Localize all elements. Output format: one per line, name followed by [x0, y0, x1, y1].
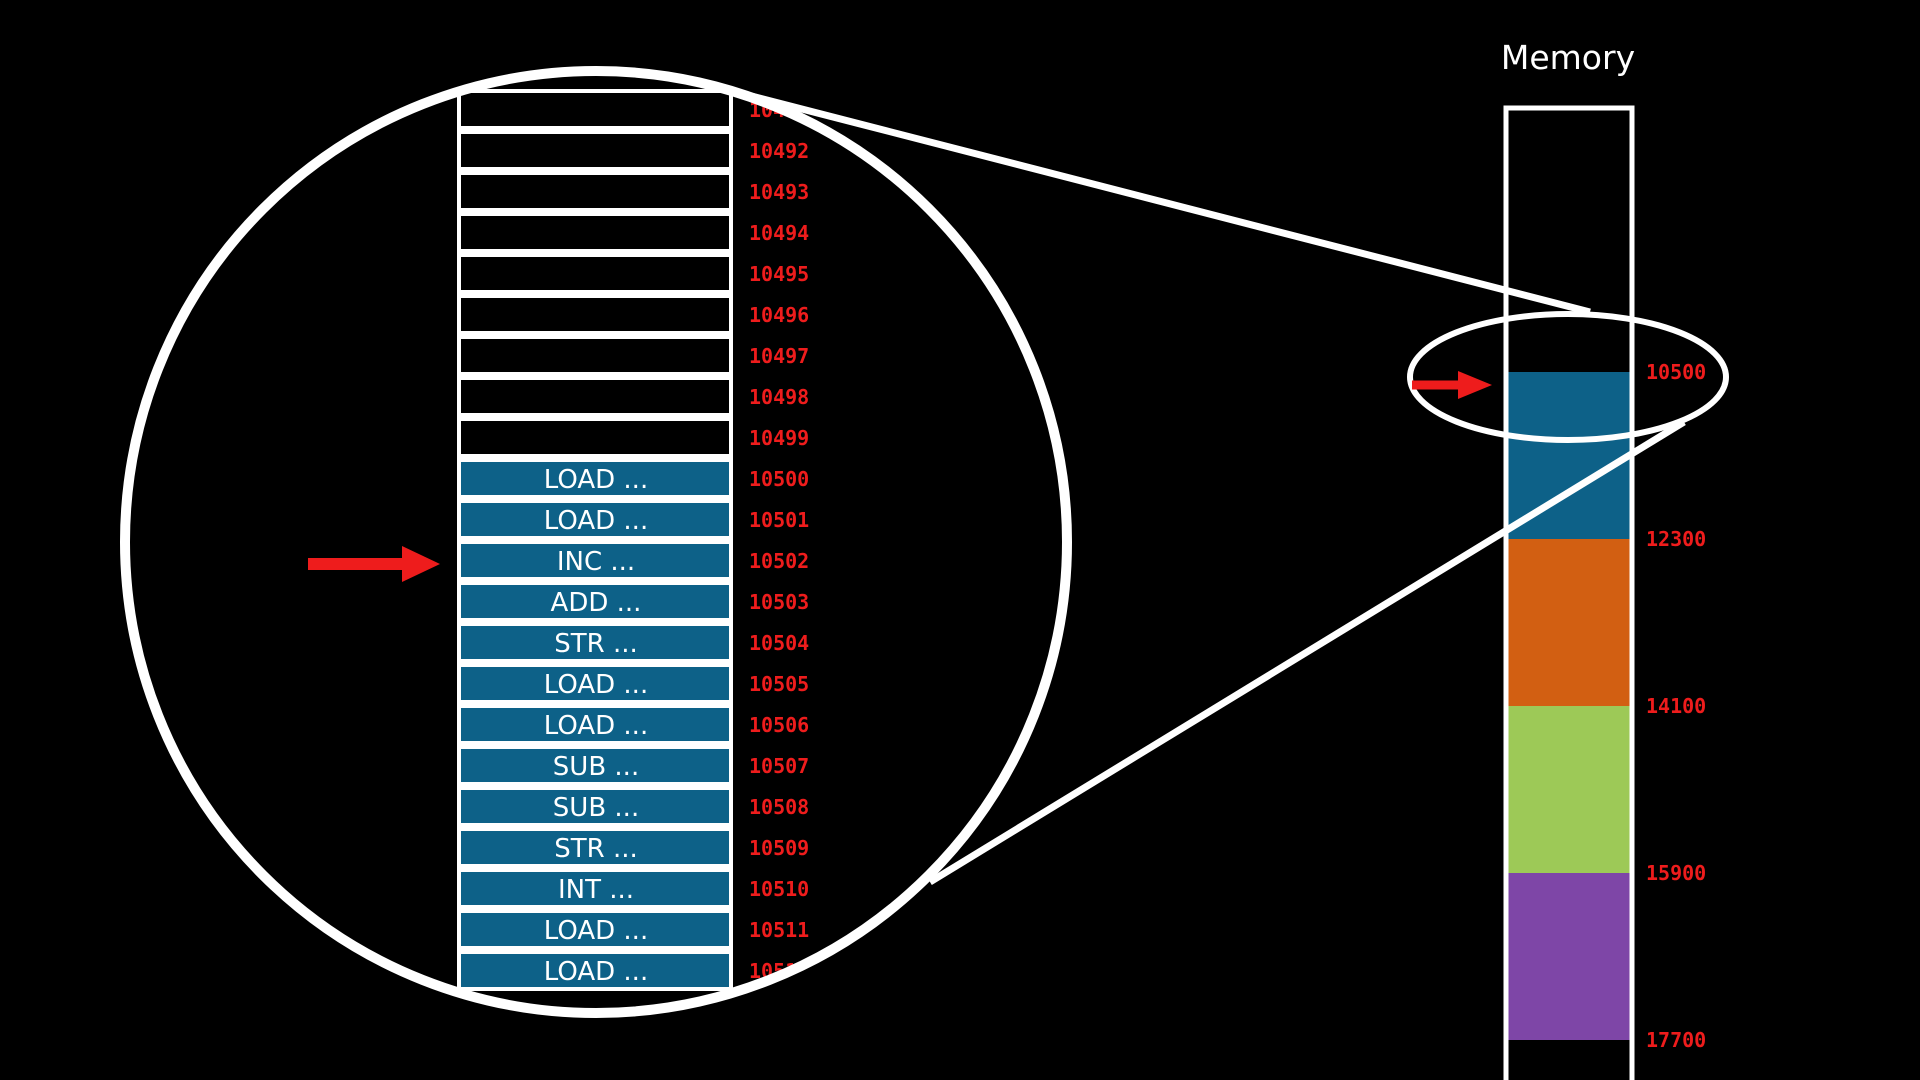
- empty-cell: [459, 214, 731, 251]
- empty-cell: [459, 296, 731, 333]
- address-label: 10500: [749, 467, 809, 491]
- memory-address-label: 17700: [1646, 1028, 1706, 1052]
- empty-cell: [459, 173, 731, 210]
- address-label: 10506: [749, 713, 809, 737]
- address-label: 10492: [749, 139, 809, 163]
- instruction-label: LOAD ...: [544, 957, 648, 987]
- address-label: 10507: [749, 754, 809, 778]
- address-label: 10511: [749, 918, 809, 942]
- address-label: 10509: [749, 836, 809, 860]
- memory-address-label: 12300: [1646, 527, 1706, 551]
- instruction-label: SUB ...: [553, 752, 639, 782]
- address-label: 10510: [749, 877, 809, 901]
- instruction-label: INT ...: [558, 875, 634, 905]
- instruction-label: LOAD ...: [544, 506, 648, 536]
- instruction-label: INC ...: [557, 547, 635, 577]
- address-label: 10499: [749, 426, 809, 450]
- address-label: 10503: [749, 590, 809, 614]
- address-label: 10508: [749, 795, 809, 819]
- memory-address-label: 14100: [1646, 694, 1706, 718]
- instruction-label: LOAD ...: [544, 670, 648, 700]
- empty-cell: [459, 378, 731, 415]
- empty-cell: [459, 419, 731, 456]
- address-label: 10494: [749, 221, 809, 245]
- instruction-label: STR ...: [554, 629, 638, 659]
- instruction-label: ADD ...: [551, 588, 642, 618]
- memory-address-label: 15900: [1646, 861, 1706, 885]
- instruction-label: LOAD ...: [544, 465, 648, 495]
- memory-regions: [1508, 372, 1630, 1040]
- empty-cell: [459, 255, 731, 292]
- memory-region-10500-12300: [1508, 372, 1630, 539]
- memory-region-14100-15900: [1508, 706, 1630, 873]
- address-label: 10495: [749, 262, 809, 286]
- memory-region-12300-14100: [1508, 539, 1630, 706]
- memory-address-label: 10500: [1646, 360, 1706, 384]
- memory-title: Memory: [1501, 38, 1635, 77]
- address-label: 10493: [749, 180, 809, 204]
- instruction-label: STR ...: [554, 834, 638, 864]
- empty-cell: [459, 132, 731, 169]
- empty-cell: [459, 91, 731, 128]
- instruction-label: LOAD ...: [544, 916, 648, 946]
- memory-region-15900-17700: [1508, 873, 1630, 1040]
- instruction-label: SUB ...: [553, 793, 639, 823]
- address-label: 10498: [749, 385, 809, 409]
- address-label: 10497: [749, 344, 809, 368]
- address-label: 10496: [749, 303, 809, 327]
- address-label: 10502: [749, 549, 809, 573]
- instruction-label: LOAD ...: [544, 711, 648, 741]
- address-label: 10504: [749, 631, 809, 655]
- address-label: 10501: [749, 508, 809, 532]
- empty-cell: [459, 337, 731, 374]
- address-label: 10505: [749, 672, 809, 696]
